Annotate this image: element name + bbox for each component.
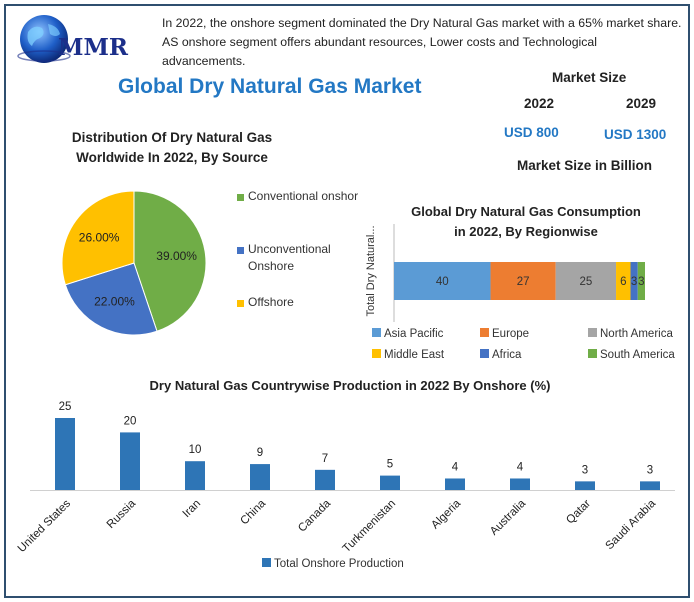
legend-label-unconventional: Unconventional Onshore [248,241,331,275]
page-title: Global Dry Natural Gas Market [118,75,422,98]
column-bar [250,464,270,490]
column-category-label: China [238,497,268,527]
intro-line-1: In 2022, the onshore segment dominated t… [162,16,682,30]
hbar-data-label: 25 [579,276,592,288]
pie-data-label: 22.00% [94,295,135,309]
column-category-label: Russia [105,497,139,531]
column-bar [55,418,75,490]
column-data-label: 9 [257,447,263,459]
column-bar [185,461,205,490]
globe-icon [17,15,71,63]
pie-data-label: 39.00% [156,249,197,263]
market-size-heading: Market Size [552,70,627,85]
market-size-value-2022: USD 800 [504,125,559,140]
hbar-data-label: 3 [638,276,644,288]
hbar-title-line-2: in 2022, By Regionwise [454,224,598,239]
column-legend-swatch [262,558,271,567]
column-category-label: Turkmenistan [341,498,398,555]
market-size-value-2029: USD 1300 [604,127,667,142]
hbar-segment [394,262,491,300]
market-size-year-2022: 2022 [524,96,555,111]
intro-line-2: AS onshore segment offers abundant resou… [162,35,597,68]
legend-swatch-offshore [237,300,244,307]
pie-slice [133,190,207,332]
hbar-legend-label: North America [600,328,673,340]
column-data-label: 10 [189,444,202,456]
intro-text: In 2022, the onshore segment dominated t… [162,14,682,71]
legend-text: Offshore [248,295,294,309]
pie-slice [61,190,135,286]
hbar-data-label: 40 [436,276,449,288]
column-data-label: 3 [647,464,653,476]
hbar-legend-swatch [372,328,381,337]
column-data-label: 20 [124,415,137,427]
hbar-legend-label: Africa [492,349,522,361]
legend-label-conventional: Conventional onshor [248,188,358,205]
hbar-legend-swatch [372,349,381,358]
column-bar [445,478,465,490]
brand-wordmark: MMR [58,34,129,61]
hbar-legend-label: Asia Pacific [384,328,444,340]
column-legend-label: Total Onshore Production [274,558,404,570]
column-data-label: 3 [582,464,588,476]
hbar-data-label: 27 [517,276,530,288]
pie-title-line-2: Worldwide In 2022, By Source [76,150,268,165]
market-size-unit-note: Market Size in Billion [517,158,653,173]
column-bar [640,481,660,490]
column-bar [575,481,595,490]
hbar-legend-swatch [480,328,489,337]
column-category-label: United States [16,497,73,554]
hbar-data-label: 3 [631,276,637,288]
column-bar [120,432,140,490]
hbar-legend-swatch [588,349,597,358]
pie-chart-title: Distribution Of Dry Natural Gas Worldwid… [44,128,300,168]
column-bar [380,475,400,490]
legend-text: Onshore [248,259,295,273]
legend-swatch-conventional [237,194,244,201]
column-bar [315,469,335,490]
legend-swatch-unconventional [237,247,244,254]
pie-title-line-1: Distribution Of Dry Natural Gas [71,130,273,145]
column-category-label: Qatar [564,498,593,527]
column-bar [510,478,530,490]
column-data-label: 4 [452,461,459,473]
hbar-legend-label: South America [600,349,675,361]
legend-label-offshore: Offshore [248,294,294,311]
pie-slice [64,262,158,336]
column-data-label: 5 [387,459,393,471]
legend-text: Conventional onshor [248,189,359,203]
hbar-legend-label: Europe [492,328,529,340]
hbar-chart-title: Global Dry Natural Gas Consumption in 20… [398,202,654,242]
column-category-label: Canada [296,497,333,534]
pie-data-label: 26.00% [79,230,120,244]
hbar-segment [490,262,556,300]
brand-logo: MMR [14,10,144,68]
hbar-segment [637,262,645,300]
column-data-label: 25 [59,401,72,413]
hbar-title-line-1: Global Dry Natural Gas Consumption [411,204,641,219]
hbar-legend-swatch [588,328,597,337]
hbar-segment [555,262,617,300]
column-data-label: 4 [517,461,524,473]
column-chart-title: Dry Natural Gas Countrywise Production i… [149,378,551,393]
market-size-year-2029: 2029 [626,96,657,111]
hbar-segment [630,262,638,300]
hbar-legend-label: Middle East [384,349,445,361]
column-category-label: Australia [488,497,529,538]
column-data-label: 7 [322,453,328,465]
column-category-label: Saudi Arabia [604,497,659,552]
hbar-segment [616,262,631,300]
column-category-label: Iran [181,498,204,521]
hbar-legend-swatch [480,349,489,358]
hbar-data-label: 6 [620,276,626,288]
column-category-label: Algeria [429,497,463,531]
legend-text: Unconventional [248,242,331,256]
